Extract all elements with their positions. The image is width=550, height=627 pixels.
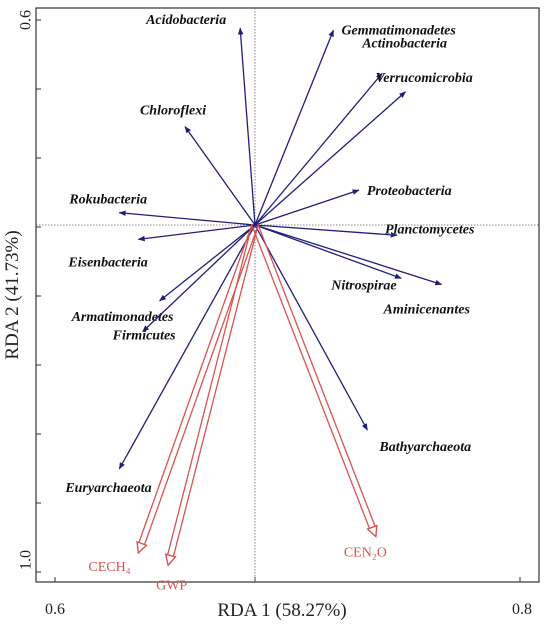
env-arrow-shaft-cen-o-0	[257, 223, 376, 528]
env-label-cech: CECH₄	[88, 560, 130, 575]
arrow-planctomycetes	[254, 224, 398, 238]
arrow-proteobacteria	[254, 189, 360, 226]
arrow-firmicutes	[142, 224, 256, 333]
arrow-actinobacteria	[254, 72, 383, 226]
label-firmicutes: Firmicutes	[112, 329, 177, 344]
arrow-bathyarchaeota	[254, 224, 368, 431]
x-axis-title: RDA 1 (58.27%)	[217, 600, 346, 621]
x-tick-label-1: 0.8	[512, 601, 532, 618]
y-tick-label-0: 0.6	[18, 10, 35, 30]
label-bathyarchaeota: Bathyarchaeota	[378, 440, 471, 455]
env-arrow-shaft-cen-o-1	[251, 225, 371, 530]
arrow-nitrospirae	[254, 224, 402, 279]
label-verrucomicrobia: Verrucomicrobia	[376, 71, 473, 86]
y-tick-label-1: 1.0	[18, 550, 35, 570]
label-planctomycetes: Planctomycetes	[385, 222, 475, 237]
arrow-chloroflexi	[184, 126, 256, 226]
arrow-acidobacteria	[237, 27, 256, 226]
label-euryarchaeota: Euryarchaeota	[64, 481, 151, 496]
label-armatimonadetes: Armatimonadetes	[71, 310, 174, 325]
plot-frame	[35, 7, 540, 583]
label-acidobacteria: Acidobacteria	[145, 13, 226, 28]
label-proteobacteria: Proteobacteria	[367, 184, 452, 199]
arrow-aminicenantes	[254, 224, 443, 286]
x-tick-label-0: 0.6	[45, 601, 65, 618]
label-rokubacteria: Rokubacteria	[68, 193, 147, 208]
env-arrow-head-cech	[138, 544, 141, 553]
env-arrow-shaft-gwp-1	[166, 224, 253, 556]
arrow-armatimonadetes	[159, 224, 256, 302]
arrow-rokubacteria	[118, 210, 256, 226]
label-gemmatimonadetes: Gemmatimonadetes	[341, 23, 456, 38]
env-label-cen-o: CEN₂O	[344, 546, 387, 561]
arrow-eisenbacteria	[137, 224, 256, 242]
env-arrow-shaft-gwp-0	[172, 225, 259, 558]
env-arrow-shaft-cech-1	[137, 223, 253, 544]
arrow-verrucomicrobia	[254, 91, 407, 226]
label-eisenbacteria: Eisenbacteria	[67, 255, 147, 270]
arrow-gemmatimonadetes	[254, 29, 335, 226]
env-label-gwp: GWP	[156, 578, 187, 593]
env-arrow-head-cen-o	[372, 527, 376, 536]
label-nitrospirae: Nitrospirae	[330, 278, 396, 293]
env-arrow-head-gwp	[168, 556, 170, 566]
arrow-euryarchaeota	[118, 224, 256, 470]
label-chloroflexi: Chloroflexi	[140, 104, 206, 119]
env-arrow-shaft-cech-0	[143, 225, 259, 546]
label-actinobacteria: Actinobacteria	[361, 36, 447, 51]
axis-ticks	[36, 19, 521, 582]
y-axis-title: RDA 2 (41.73%)	[2, 230, 23, 359]
env-arrows: CECH₄ GWP CEN₂O	[88, 223, 387, 593]
species-arrows: Acidobacteria Gemmatimonadetes Chloroflexi…	[64, 13, 475, 496]
label-aminicenantes: Aminicenantes	[383, 302, 471, 317]
